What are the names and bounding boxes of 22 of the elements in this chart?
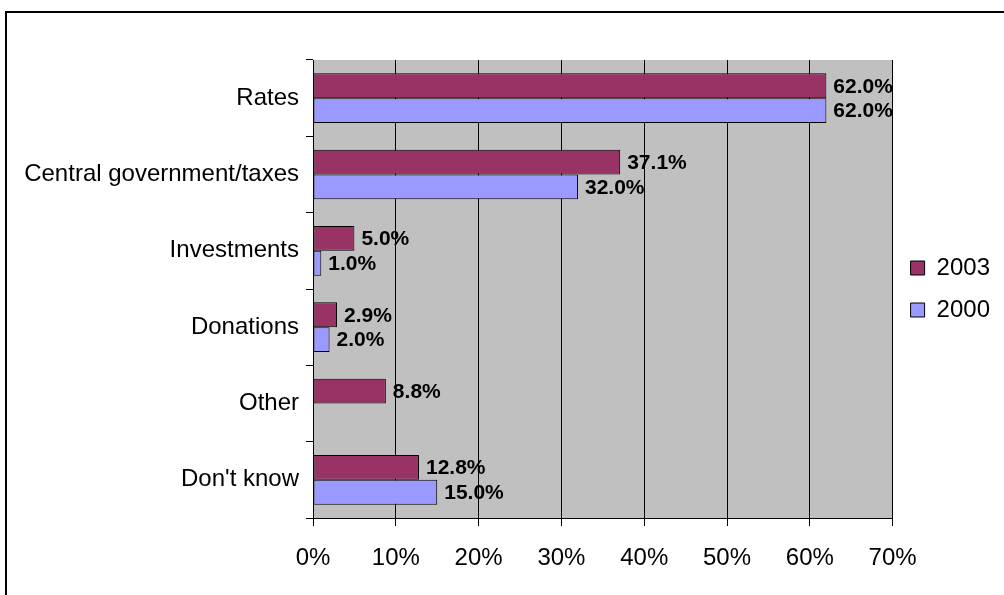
x-tick-label: 10%	[371, 543, 420, 571]
x-tick-label: 60%	[785, 543, 834, 571]
data-label: 62.0%	[833, 98, 894, 122]
legend-label: 2000	[936, 294, 990, 322]
x-tick-label: 20%	[454, 543, 503, 571]
data-label: 2.9%	[344, 302, 393, 326]
x-tick-label: 50%	[702, 543, 752, 571]
data-label: 2.0%	[336, 327, 385, 351]
x-tick-label: 70%	[868, 543, 917, 571]
data-label: 1.0%	[328, 251, 377, 275]
data-label: 32.0%	[584, 174, 645, 198]
y-tick-label: Investments	[169, 235, 299, 263]
legend-label: 2003	[936, 252, 990, 280]
y-tick-label: Other	[238, 388, 299, 416]
y-tick-label: Don't know	[181, 464, 300, 492]
x-tick-label: 40%	[620, 543, 669, 571]
x-tick-label: 30%	[537, 543, 586, 571]
x-tick-label: 0%	[295, 543, 331, 571]
data-label: 62.0%	[833, 73, 894, 97]
y-tick-label: Central government/taxes	[24, 159, 299, 187]
y-tick-label: Rates	[236, 82, 299, 110]
y-tick-label: Donations	[190, 311, 299, 339]
